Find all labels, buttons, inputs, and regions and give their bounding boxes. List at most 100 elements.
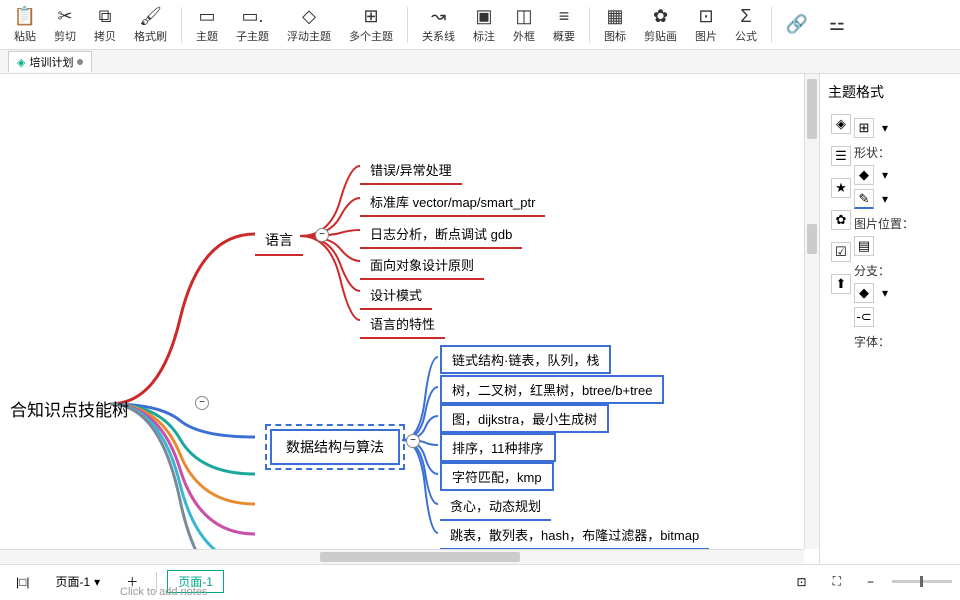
format-panel: 主题格式 ◈☰★✿☑⬆ ⊞▾ 形状： ◆▾ ✎▾ 图片位置： ▤ 分支： ◆▾ …	[820, 74, 960, 564]
tool-主题[interactable]: ▭主题	[188, 3, 226, 46]
tool-label: 格式刷	[134, 28, 167, 44]
tool-label: 剪切	[54, 28, 76, 44]
tool-关系线[interactable]: ↝关系线	[414, 3, 463, 46]
tool-btn[interactable]: 🔗	[778, 12, 816, 38]
tool-label: 多个主题	[349, 28, 393, 44]
tool-公式[interactable]: Σ公式	[727, 3, 765, 46]
tool-label: 公式	[735, 28, 757, 44]
tool-格式刷[interactable]: 🖌格式刷	[126, 3, 175, 46]
panel-side-icon[interactable]: ☰	[831, 146, 851, 166]
fullscreen-icon[interactable]: ⛶	[825, 570, 849, 593]
scroll-thumb[interactable]	[807, 79, 817, 139]
grid-icon[interactable]: ⊞	[854, 118, 874, 138]
tool-浮动主题[interactable]: ◇浮动主题	[279, 3, 339, 46]
scroll-thumb[interactable]	[807, 224, 817, 254]
toolbar: 📋粘贴✂剪切⧉拷贝🖌格式刷▭主题▭.子主题◇浮动主题⊞多个主题↝关系线▣标注◫外…	[0, 0, 960, 50]
mindmap-node[interactable]: 日志分析，断点调试 gdb	[360, 220, 522, 249]
tool-label: 标注	[473, 28, 495, 44]
outline-icon[interactable]: |□|	[8, 571, 37, 593]
tool-label: 浮动主题	[287, 28, 331, 44]
tool-icon: ▣	[473, 5, 495, 27]
tool-icon: 🖌	[140, 5, 162, 27]
scroll-thumb[interactable]	[320, 552, 520, 562]
tool-label: 拷贝	[94, 28, 116, 44]
panel-side-icon[interactable]: ✿	[831, 210, 851, 230]
line-icon[interactable]: ✎	[854, 189, 874, 209]
branch-label: 分支：	[854, 262, 952, 279]
expand-toggle[interactable]: −	[195, 396, 209, 410]
tool-icon: ⧉	[94, 5, 116, 27]
mindmap-node[interactable]: 图，dijkstra，最小生成树	[440, 404, 609, 433]
tool-子主题[interactable]: ▭.子主题	[228, 3, 277, 46]
tool-icon: ≡	[553, 5, 575, 27]
tool-拷贝[interactable]: ⧉拷贝	[86, 3, 124, 46]
tab-icon: ◈	[17, 56, 25, 69]
tool-多个主题[interactable]: ⊞多个主题	[341, 3, 401, 46]
tab-dirty-dot	[77, 59, 83, 65]
mindmap-node[interactable]: 语言	[255, 226, 303, 256]
tool-icon: ✂	[54, 5, 76, 27]
fit-icon[interactable]: ⊡	[789, 571, 815, 593]
document-tab[interactable]: ◈ 培训计划	[8, 51, 92, 72]
branch-style-icon[interactable]: -⊂	[854, 307, 874, 327]
scrollbar-vertical[interactable]	[804, 74, 819, 549]
tool-label: 外框	[513, 28, 535, 44]
mindmap-node[interactable]: 语言的特性	[360, 310, 445, 339]
tool-icon: ▭.	[242, 5, 264, 27]
tool-label: 主题	[196, 28, 218, 44]
zoom-out-button[interactable]: −	[859, 571, 882, 593]
fill-icon[interactable]: ◆	[854, 165, 874, 185]
panel-side-icon[interactable]: ☑	[831, 242, 851, 262]
tool-剪切[interactable]: ✂剪切	[46, 3, 84, 46]
mindmap-node[interactable]: 链式结构·链表，队列，栈	[440, 345, 611, 374]
tool-label: 概要	[553, 28, 575, 44]
tool-图标[interactable]: ▦图标	[596, 3, 634, 46]
mindmap-node[interactable]: 设计模式	[360, 281, 432, 310]
scrollbar-horizontal[interactable]	[0, 549, 804, 564]
tool-icon: ✿	[650, 5, 672, 27]
tool-icon: 🔗	[786, 14, 808, 36]
tool-icon: ◫	[513, 5, 535, 27]
tool-概要[interactable]: ≡概要	[545, 3, 583, 46]
img-icon[interactable]: ▤	[854, 236, 874, 256]
panel-side-icon[interactable]: ⬆	[831, 274, 851, 294]
tool-btn[interactable]: ⚍	[818, 12, 856, 38]
tool-icon: ⚍	[826, 14, 848, 36]
tool-label: 图片	[695, 28, 717, 44]
mindmap-node[interactable]: 面向对象设计原则	[360, 251, 484, 280]
zoom-slider[interactable]	[892, 580, 952, 583]
mindmap-node[interactable]: 错误/异常处理	[360, 156, 462, 185]
tool-icon: ↝	[428, 5, 450, 27]
mindmap-node[interactable]: 字符匹配，kmp	[440, 462, 554, 491]
panel-side-icon[interactable]: ★	[831, 178, 851, 198]
imgpos-label: 图片位置：	[854, 215, 952, 232]
branch-fill-icon[interactable]: ◆	[854, 283, 874, 303]
mindmap-node[interactable]: 排序，11种排序	[440, 433, 556, 462]
canvas-area[interactable]: 合知识点技能树语言数据结构与算法网络原理错误/异常处理标准库 vector/ma…	[0, 74, 820, 564]
expand-toggle[interactable]: −	[406, 434, 420, 448]
tool-icon: ▭	[196, 5, 218, 27]
shape-label: 形状：	[854, 144, 952, 161]
mindmap-node[interactable]: 合知识点技能树	[0, 392, 139, 425]
font-label: 字体：	[854, 333, 952, 350]
notes-placeholder[interactable]: Click to add notes	[120, 586, 207, 598]
tool-图片[interactable]: ⊡图片	[687, 3, 725, 46]
mindmap-node[interactable]: 标准库 vector/map/smart_ptr	[360, 188, 545, 217]
mindmap-node[interactable]: 数据结构与算法	[270, 429, 400, 465]
tab-title: 培训计划	[29, 54, 73, 70]
mindmap-node[interactable]: 跳表，散列表，hash，布隆过滤器，bitmap	[440, 521, 709, 550]
tool-icon: 📋	[14, 5, 36, 27]
tool-外框[interactable]: ◫外框	[505, 3, 543, 46]
tool-icon: ⊞	[360, 5, 382, 27]
panel-side-icon[interactable]: ◈	[831, 114, 851, 134]
expand-toggle[interactable]: −	[315, 228, 329, 242]
tool-粘贴[interactable]: 📋粘贴	[6, 3, 44, 46]
tool-label: 剪贴画	[644, 28, 677, 44]
mindmap-node[interactable]: 贪心，动态规划	[440, 492, 551, 521]
page-selector[interactable]: 页面-1 ▾	[47, 569, 108, 594]
tool-标注[interactable]: ▣标注	[465, 3, 503, 46]
mindmap-node[interactable]: 树，二叉树，红黑树，btree/b+tree	[440, 375, 664, 404]
tool-icon: ◇	[298, 5, 320, 27]
tool-icon: ▦	[604, 5, 626, 27]
tool-剪贴画[interactable]: ✿剪贴画	[636, 3, 685, 46]
